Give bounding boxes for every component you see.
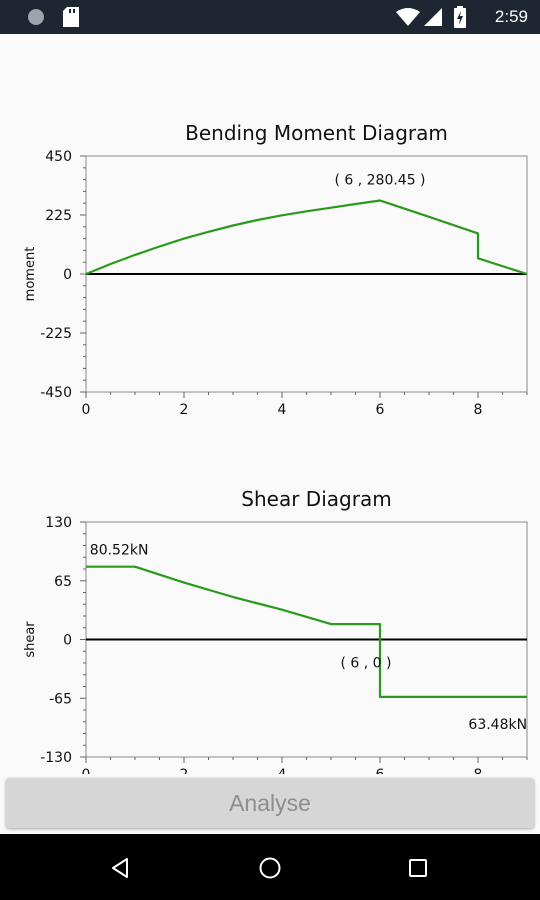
data-annotation: ( 6 , 0 ) (341, 656, 392, 672)
bending-moment-chart: Bending Moment Diagram 450 225 0 -225 -450 0 2 4… (23, 121, 528, 418)
y-tick-label: 0 (63, 267, 72, 283)
y-tick-label: 225 (45, 208, 72, 224)
y-tick-label: 0 (63, 633, 72, 649)
y-tick-label: 450 (45, 149, 72, 165)
signal-icon (424, 8, 442, 26)
y-axis-label: moment (23, 247, 38, 302)
home-icon[interactable] (250, 848, 290, 888)
battery-charging-icon (454, 6, 466, 28)
data-annotation: 63.48kN (468, 717, 527, 733)
series-line (85, 199, 528, 276)
back-icon[interactable] (100, 848, 140, 888)
y-tick-label: -130 (40, 750, 72, 766)
recents-icon[interactable] (398, 848, 438, 888)
status-bar: 2:59 (0, 0, 540, 34)
x-tick-label: 6 (376, 402, 385, 418)
x-tick-label: 2 (180, 402, 189, 418)
series-line (86, 565, 527, 698)
y-tick-label: -65 (49, 691, 72, 707)
y-tick-label: 130 (45, 515, 72, 531)
x-tick-label: 2 (180, 767, 189, 774)
sd-card-icon (63, 7, 79, 27)
y-tick-label: -450 (40, 385, 72, 401)
data-annotation: ( 6 , 280.45 ) (334, 172, 425, 188)
x-tick-label: 4 (278, 402, 287, 418)
y-tick-label: -225 (40, 326, 72, 342)
chart-title: Shear Diagram (241, 487, 391, 511)
notification-dot-icon (28, 9, 44, 25)
x-tick-label: 0 (82, 402, 91, 418)
x-tick-label: 4 (278, 767, 287, 774)
x-tick-label: 8 (474, 402, 483, 418)
y-tick-label: 65 (54, 574, 72, 590)
x-tick-label: 8 (474, 767, 483, 774)
wifi-icon (396, 8, 420, 26)
navigation-bar (0, 834, 540, 900)
analyse-button[interactable]: Analyse (6, 778, 534, 828)
x-tick-label: 0 (82, 767, 91, 774)
y-axis-label: shear (23, 621, 38, 658)
x-tick-label: 6 (376, 767, 385, 774)
data-annotation: 80.52kN (90, 543, 149, 559)
shear-chart: Shear Diagram 130 65 0 -65 -130 0 2 4 6 8 shear 80.5… (23, 487, 528, 774)
charts-area: Bending Moment Diagram 450 225 0 -225 -450 0 2 4… (0, 34, 540, 774)
status-time: 2:59 (494, 7, 528, 26)
chart-title: Bending Moment Diagram (185, 121, 448, 145)
